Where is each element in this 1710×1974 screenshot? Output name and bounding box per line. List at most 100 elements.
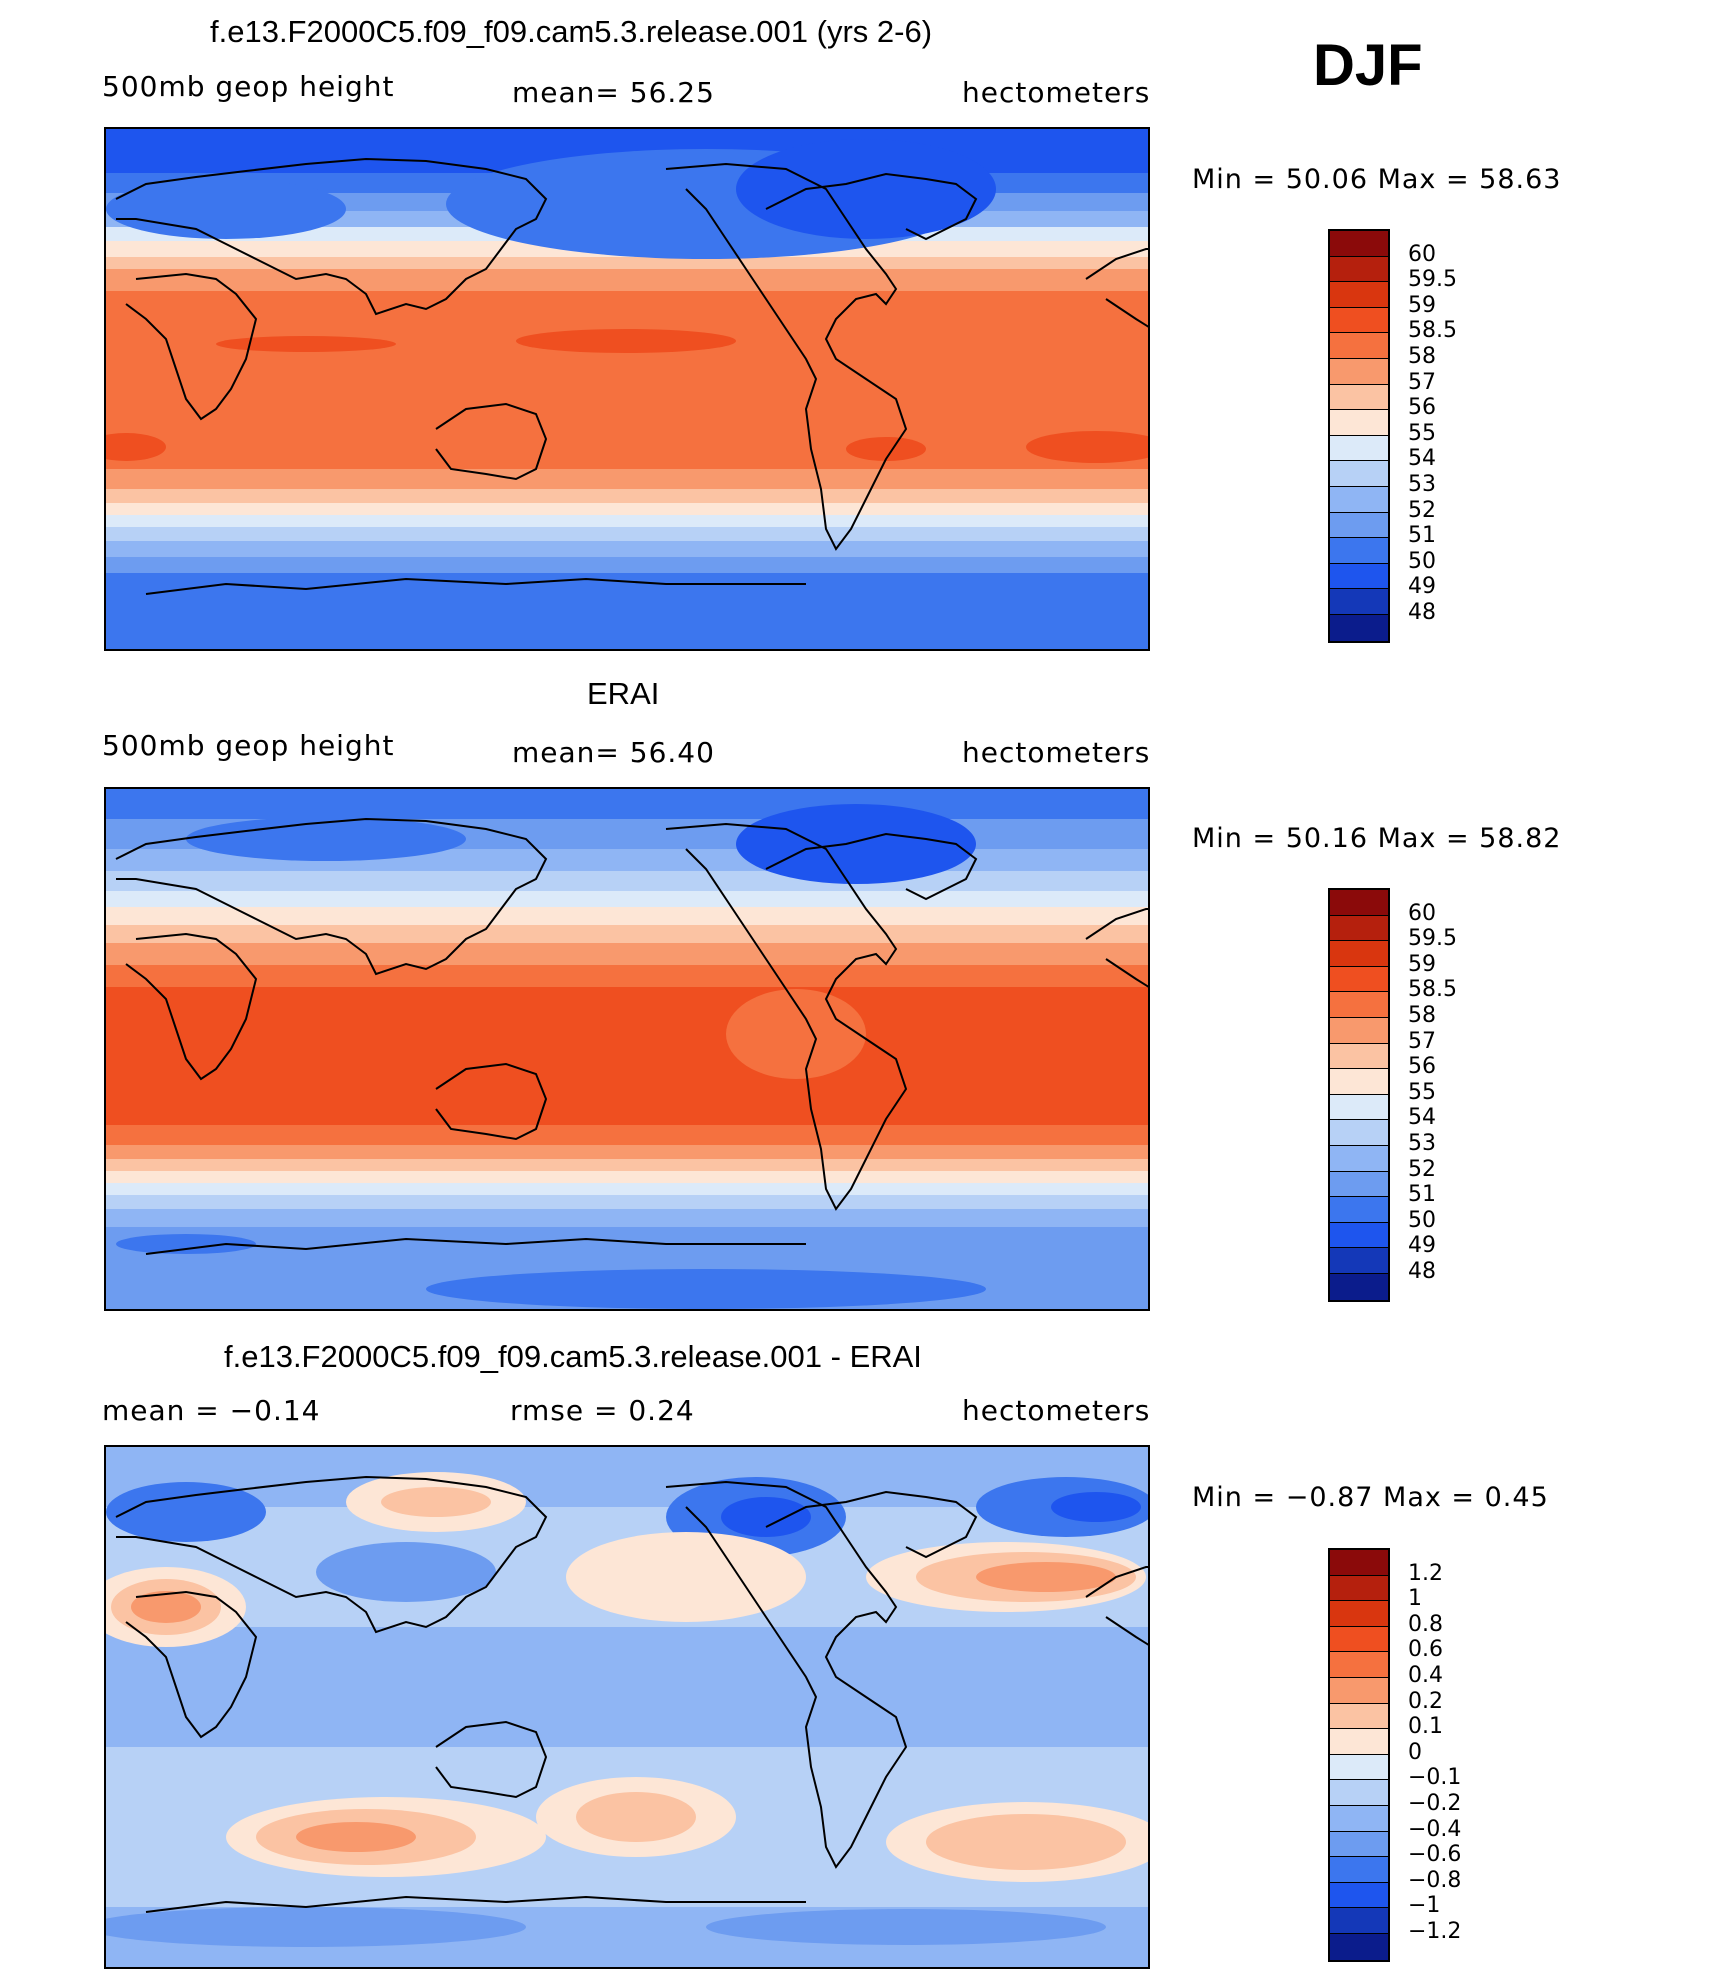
- colorbar-label: 0.8: [1408, 1611, 1443, 1637]
- colorbar-label: 56: [1408, 1054, 1436, 1080]
- colorbar-swatch: [1330, 1626, 1388, 1653]
- colorbar-label: 50: [1408, 1207, 1436, 1233]
- colorbar-label: −0.2: [1408, 1791, 1462, 1816]
- colorbar-label: 51: [1408, 1182, 1436, 1208]
- colorbar-swatch: [1330, 1248, 1388, 1274]
- colorbar-swatch: [1330, 1729, 1388, 1755]
- panel-3-min-max: Min = −0.87 Max = 0.45: [1192, 1482, 1549, 1513]
- colorbar-label: 0.2: [1408, 1688, 1443, 1714]
- colorbar-swatch: [1330, 1094, 1388, 1121]
- panel-1-colorbar: [1328, 229, 1390, 643]
- colorbar-label: 57: [1408, 369, 1436, 395]
- colorbar-label: 0: [1408, 1739, 1422, 1765]
- colorbar-swatch: [1330, 1703, 1388, 1730]
- colorbar-label: 51: [1408, 523, 1436, 549]
- colorbar-swatch: [1330, 1754, 1388, 1781]
- colorbar-swatch: [1330, 966, 1388, 993]
- colorbar-label: 48: [1408, 1259, 1436, 1284]
- panel-3-units-label: hectometers: [962, 1394, 1151, 1427]
- colorbar-swatch: [1330, 410, 1388, 436]
- colorbar-swatch: [1330, 563, 1388, 590]
- colorbar-label: −0.6: [1408, 1842, 1462, 1868]
- colorbar-swatch: [1330, 486, 1388, 513]
- colorbar-label: 0.1: [1408, 1714, 1443, 1740]
- colorbar-swatch: [1330, 614, 1388, 641]
- panel-2-mean-label: mean= 56.40: [512, 736, 715, 769]
- panel-3-title: f.e13.F2000C5.f09_f09.cam5.3.release.001…: [224, 1339, 922, 1374]
- colorbar-swatch: [1330, 1273, 1388, 1300]
- panel-1-mean-label: mean= 56.25: [512, 76, 715, 109]
- colorbar-swatch: [1330, 1120, 1388, 1146]
- colorbar-swatch: [1330, 1882, 1388, 1909]
- colorbar-label: 54: [1408, 446, 1436, 472]
- colorbar-swatch: [1330, 1043, 1388, 1070]
- panel-3-rmse-label: rmse = 0.24: [510, 1394, 695, 1427]
- colorbar-swatch: [1330, 333, 1388, 359]
- colorbar-label: 59.5: [1408, 926, 1457, 952]
- colorbar-label: −0.4: [1408, 1816, 1462, 1842]
- panel-3-map: [104, 1445, 1150, 1969]
- panel-3-mean-label: mean = −0.14: [102, 1394, 321, 1427]
- colorbar-label: 54: [1408, 1105, 1436, 1131]
- colorbar-label: 58: [1408, 1003, 1436, 1028]
- panel-3-colorbar: [1328, 1548, 1390, 1962]
- colorbar-label: 58: [1408, 344, 1436, 369]
- colorbar-label: 59: [1408, 951, 1436, 977]
- colorbar-swatch: [1330, 358, 1388, 385]
- colorbar-label: −0.8: [1408, 1867, 1462, 1893]
- colorbar-swatch: [1330, 1550, 1388, 1576]
- colorbar-swatch: [1330, 435, 1388, 462]
- colorbar-label: 60: [1408, 241, 1436, 267]
- colorbar-swatch: [1330, 461, 1388, 487]
- colorbar-swatch: [1330, 1145, 1388, 1172]
- colorbar-swatch: [1330, 1933, 1388, 1960]
- panel-2-title: ERAI: [587, 676, 660, 711]
- colorbar-swatch: [1330, 282, 1388, 308]
- colorbar-label: 1: [1408, 1586, 1422, 1612]
- colorbar-swatch: [1330, 1171, 1388, 1198]
- colorbar-label: 53: [1408, 1131, 1436, 1156]
- colorbar-swatch: [1330, 1677, 1388, 1704]
- colorbar-label: −1: [1408, 1893, 1441, 1919]
- colorbar-label: 0.4: [1408, 1663, 1443, 1688]
- colorbar-label: 50: [1408, 548, 1436, 574]
- colorbar-swatch: [1330, 1017, 1388, 1044]
- panel-2-map: [104, 787, 1150, 1311]
- panel-2-min-max: Min = 50.16 Max = 58.82: [1192, 823, 1562, 854]
- colorbar-swatch: [1330, 307, 1388, 334]
- colorbar-label: 59.5: [1408, 267, 1457, 293]
- colorbar-swatch: [1330, 512, 1388, 539]
- colorbar-swatch: [1330, 992, 1388, 1018]
- colorbar-swatch: [1330, 1222, 1388, 1249]
- colorbar-label: −0.1: [1408, 1765, 1462, 1791]
- colorbar-swatch: [1330, 589, 1388, 615]
- colorbar-label: 58.5: [1408, 318, 1457, 344]
- colorbar-label: 48: [1408, 600, 1436, 625]
- colorbar-label: 59: [1408, 292, 1436, 318]
- panel-1-map: [104, 127, 1150, 651]
- colorbar-swatch: [1330, 890, 1388, 916]
- colorbar-label: 52: [1408, 1156, 1436, 1182]
- colorbar-label: 58.5: [1408, 977, 1457, 1003]
- colorbar-label: 53: [1408, 472, 1436, 497]
- colorbar-swatch: [1330, 538, 1388, 564]
- colorbar-swatch: [1330, 384, 1388, 411]
- colorbar-label: 1.2: [1408, 1560, 1443, 1586]
- panel-2-field-label: 500mb geop height: [102, 729, 395, 762]
- colorbar-label: 49: [1408, 574, 1436, 600]
- colorbar-label: 55: [1408, 420, 1436, 446]
- colorbar-swatch: [1330, 1908, 1388, 1934]
- colorbar-label: 49: [1408, 1233, 1436, 1259]
- colorbar-swatch: [1330, 256, 1388, 283]
- colorbar-swatch: [1330, 1197, 1388, 1223]
- colorbar-swatch: [1330, 1575, 1388, 1602]
- colorbar-swatch: [1330, 1831, 1388, 1858]
- panel-1-field-label: 500mb geop height: [102, 70, 395, 103]
- colorbar-swatch: [1330, 1857, 1388, 1883]
- colorbar-label: 60: [1408, 900, 1436, 926]
- colorbar-label: 52: [1408, 497, 1436, 523]
- colorbar-swatch: [1330, 1652, 1388, 1678]
- panel-1-title: f.e13.F2000C5.f09_f09.cam5.3.release.001…: [210, 14, 933, 49]
- panel-1-min-max: Min = 50.06 Max = 58.63: [1192, 164, 1562, 195]
- panel-2-colorbar: [1328, 888, 1390, 1302]
